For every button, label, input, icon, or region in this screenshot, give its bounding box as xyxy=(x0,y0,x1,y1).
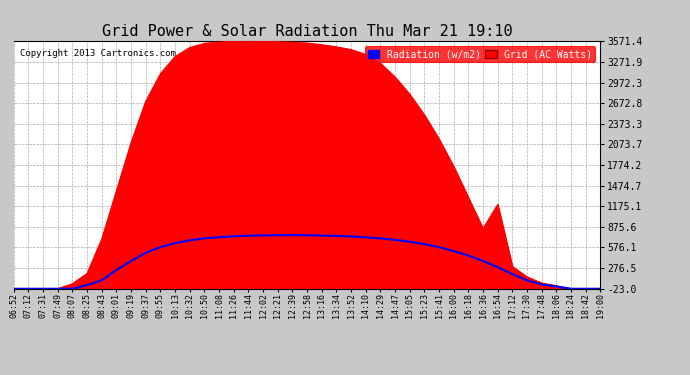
Title: Grid Power & Solar Radiation Thu Mar 21 19:10: Grid Power & Solar Radiation Thu Mar 21 … xyxy=(101,24,513,39)
Legend: Radiation (w/m2), Grid (AC Watts): Radiation (w/m2), Grid (AC Watts) xyxy=(365,46,595,62)
Text: Copyright 2013 Cartronics.com: Copyright 2013 Cartronics.com xyxy=(19,49,175,58)
